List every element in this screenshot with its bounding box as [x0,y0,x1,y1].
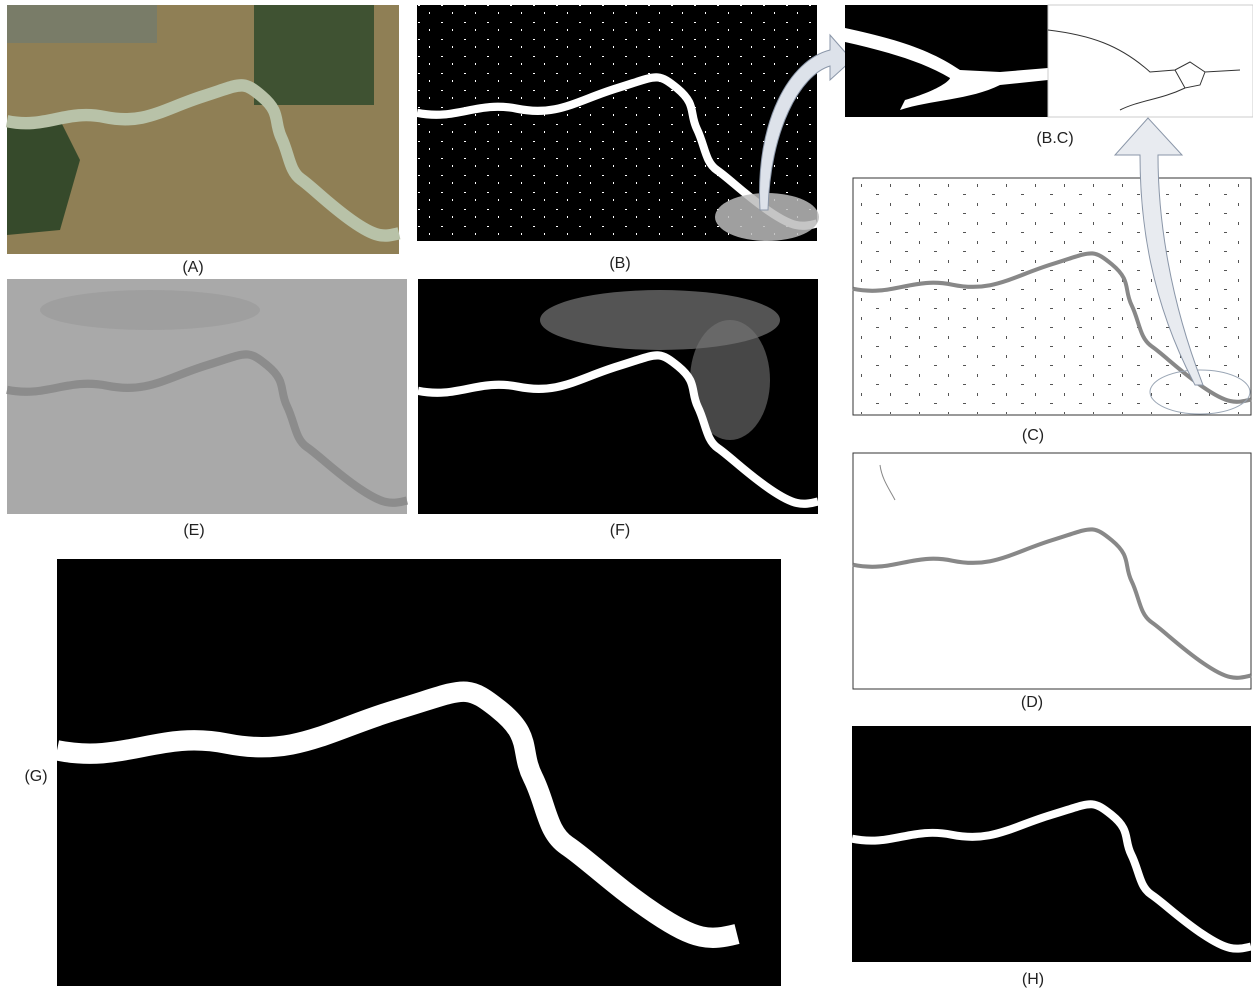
dark-region [40,290,260,330]
panel-label: (B.C) [1036,130,1073,147]
tile [7,5,157,43]
panel-e: (E) [7,279,407,539]
panel-label: (G) [24,768,47,785]
panel-label: (E) [183,522,204,539]
panel-bc: (B.C) [845,5,1253,147]
panel-c: (C) [853,118,1251,444]
panel-a: (A) [7,5,399,276]
panel-label: (F) [610,522,630,539]
panel-label: (D) [1021,694,1043,711]
panel-d: (D) [853,453,1251,711]
panel-b: (B) [417,5,852,272]
panel-h: (H) [852,726,1251,988]
panel-label: (H) [1022,971,1044,988]
panel-f: (F) [418,279,818,539]
figure: (A) (B) (B.C) (C) (D) (E) [0,0,1253,993]
panel-label: (C) [1022,427,1044,444]
tile [254,5,374,105]
panel-label: (B) [609,255,630,272]
panel-g: (G) [24,559,781,986]
zoom-binary [845,5,1048,117]
panel-label: (A) [182,259,203,276]
